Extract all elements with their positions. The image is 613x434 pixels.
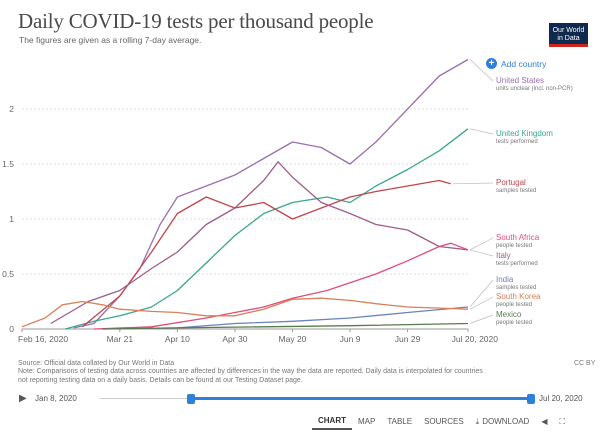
y-tick-label: 1 [9, 214, 14, 224]
legend-note-italy: tests performed [496, 261, 538, 267]
timeline-start-handle[interactable] [187, 394, 195, 404]
tab-map[interactable]: MAP [358, 417, 376, 426]
legend-note-united-kingdom: tests performed [496, 139, 538, 145]
tab-sources[interactable]: SOURCES [424, 417, 464, 426]
x-tick-label: Feb 16, 2020 [18, 334, 68, 344]
tab-download-label: DOWNLOAD [482, 417, 530, 426]
x-tick-label: May 20 [279, 334, 307, 344]
timeline-slider: ▶ Jan 8, 2020 Jul 20, 2020 [0, 392, 613, 406]
legend-connector-united-kingdom [469, 128, 494, 135]
x-tick-label: Jun 9 [340, 334, 361, 344]
note-line-2: not reporting testing data on a daily ba… [18, 376, 303, 384]
legend-connector-south-korea [469, 296, 494, 310]
timeline-start-label: Jan 8, 2020 [35, 394, 77, 403]
methodology-note: Note: Comparisons of testing data across… [18, 368, 483, 385]
y-tick-label: 0 [9, 324, 14, 334]
legend-note-united-states: units unclear (incl. non-PCR) [496, 86, 573, 92]
legend-label-india: India [496, 275, 514, 284]
legend-note-mexico: people tested [496, 320, 532, 326]
timeline-end-handle[interactable] [527, 394, 535, 404]
x-tick-label: Jun 29 [395, 334, 421, 344]
series-line-portugal [81, 179, 451, 328]
y-tick-label: 1.5 [2, 159, 14, 169]
download-icon: ⤓ [475, 416, 480, 426]
logo-line-1: Our World [552, 27, 585, 34]
timeline-selected-range [191, 397, 531, 400]
share-icon[interactable]: ◀ [541, 417, 548, 426]
license-label: CC BY [574, 360, 596, 367]
legend-label-south-korea: South Korea [496, 292, 541, 301]
add-country-label: Add country [501, 58, 547, 69]
owid-logo[interactable]: Our World in Data [549, 23, 588, 47]
legend-label-united-kingdom: United Kingdom [496, 129, 553, 138]
y-tick-label: 2 [9, 104, 14, 114]
line-chart: 0 0.5 1 1.5 2 Feb 16, 2020 Mar 21 Apr 10 Apr 30 M… [2, 58, 573, 344]
legend-connector-mexico [469, 314, 494, 324]
series-line-united-kingdom [65, 128, 469, 330]
x-tick-label: Apr 30 [222, 334, 247, 344]
legend-note-south-africa: people tested [496, 243, 532, 249]
series-line-south-korea [21, 297, 469, 328]
series-line-mexico [102, 322, 469, 330]
tab-table[interactable]: TABLE [387, 417, 413, 426]
legend-note-india: samples tested [496, 285, 536, 291]
legend-connector-south-africa [469, 237, 494, 251]
tab-download[interactable]: ⤓ DOWNLOAD [470, 413, 536, 430]
expand-icon[interactable]: ⛶ [559, 416, 566, 426]
chart-subtitle: The figures are given as a rolling 7-day… [19, 35, 202, 45]
series-line-italy [50, 161, 469, 325]
source-note: Source: Official data collated by Our Wo… [18, 360, 175, 367]
series-line-united-states [73, 58, 469, 329]
legend-connector-italy [469, 249, 494, 257]
chart-title: Daily COVID-19 tests per thousand people [18, 9, 374, 33]
note-line-1: Note: Comparisons of testing data across… [18, 368, 483, 375]
logo-line-2: in Data [557, 35, 580, 42]
x-tick-label: Mar 21 [107, 334, 134, 344]
legend-connector-united-states [469, 59, 494, 82]
legend-connector-india [469, 279, 494, 308]
series-layer [21, 58, 469, 330]
timeline-end-label: Jul 20, 2020 [539, 394, 583, 403]
x-tick-label: Jul 20, 2020 [452, 334, 499, 344]
plus-circle-icon: + [486, 58, 497, 69]
add-country-button[interactable]: + Add country [486, 58, 546, 69]
series-line-south-africa [93, 242, 469, 330]
legend-label-south-africa: South Africa [496, 233, 540, 242]
tab-bar: CHART MAP TABLE SOURCES ⤓ DOWNLOAD ◀ ⛶ [312, 413, 571, 430]
legend-label-italy: Italy [496, 251, 511, 260]
tab-chart[interactable]: CHART [312, 413, 352, 430]
legend-note-portugal: samples tested [496, 188, 536, 194]
legend-note-south-korea: people tested [496, 302, 532, 308]
legend-label-united-states: United States [496, 76, 544, 85]
legend-label-portugal: Portugal [496, 178, 526, 187]
x-tick-label: Apr 10 [165, 334, 190, 344]
y-tick-label: 0.5 [2, 269, 14, 279]
play-icon[interactable]: ▶ [19, 393, 27, 404]
legend-connector-portugal [452, 182, 494, 185]
legend-label-mexico: Mexico [496, 310, 522, 319]
